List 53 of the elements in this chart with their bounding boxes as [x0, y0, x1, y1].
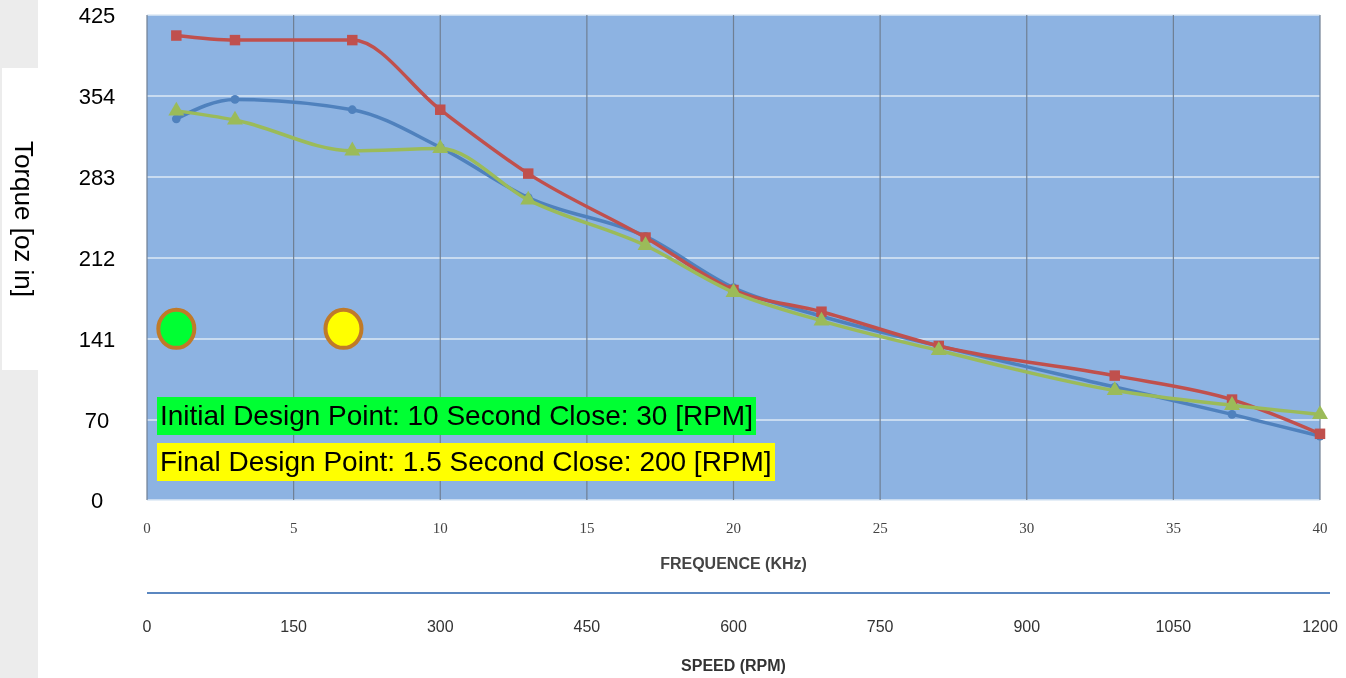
point: [432, 139, 449, 154]
point: [344, 141, 361, 156]
point: [171, 30, 182, 41]
point: [1312, 405, 1328, 420]
point: [522, 168, 534, 179]
point: [1106, 381, 1123, 396]
x2-tick-label: 150: [280, 617, 308, 635]
text: Final Design Point: 1.5 Second Close: 200 [RPM]: [157, 443, 775, 481]
x2-tick-label: 900: [1013, 617, 1041, 635]
point: [230, 95, 240, 104]
point: [930, 341, 947, 356]
x2-tick-label: 750: [866, 617, 894, 635]
x2-axis-title: SPEED (RPM): [681, 656, 786, 674]
point: [156, 307, 197, 350]
point: [323, 307, 364, 350]
point: [1224, 396, 1240, 410]
point: [1109, 370, 1120, 381]
x-tick-label: 10: [432, 520, 448, 536]
point: [227, 110, 243, 125]
point: [1227, 410, 1237, 419]
x2-tick-label: 450: [573, 617, 601, 635]
y-tick-label: 354: [78, 83, 116, 109]
y-tick-label: 425: [78, 2, 116, 28]
x-tick-label: 35: [1165, 520, 1181, 536]
x-tick-label: 20: [726, 520, 741, 536]
point: [637, 236, 654, 251]
x-tick-label: 30: [1019, 520, 1035, 536]
x2-tick-label: 600: [720, 617, 747, 635]
series-label: Initial Design Point: 10 Second Close: 30 [RPM]: [157, 397, 756, 435]
x-tick-label: 0: [143, 520, 151, 536]
x-tick-label: 5: [289, 520, 298, 536]
x2-tick-label: 1050: [1155, 617, 1192, 635]
y-axis-title: Torque [oz in]: [9, 140, 39, 298]
point: [171, 114, 181, 124]
point: [229, 34, 241, 46]
point: [168, 101, 185, 116]
y-tick-label: 283: [78, 164, 116, 190]
y-tick-label: 70: [84, 407, 110, 433]
point: [347, 34, 358, 46]
x-tick-label: 40: [1312, 520, 1328, 536]
x-tick-label: 15: [579, 520, 595, 536]
point: [520, 190, 537, 205]
point: [347, 105, 357, 115]
y-tick-label: 212: [78, 245, 116, 271]
point: [813, 311, 830, 326]
y-tick-label: 141: [78, 326, 116, 352]
x2-tick-label: 0: [142, 617, 152, 635]
y-tick-label: 0: [90, 487, 104, 513]
point: [435, 104, 446, 115]
x2-tick-label: 300: [426, 617, 454, 635]
x-axis-title: FREQUENCE (KHz): [660, 554, 807, 572]
x-tick-label: 25: [872, 520, 888, 536]
x2-tick-label: 1200: [1302, 617, 1338, 635]
